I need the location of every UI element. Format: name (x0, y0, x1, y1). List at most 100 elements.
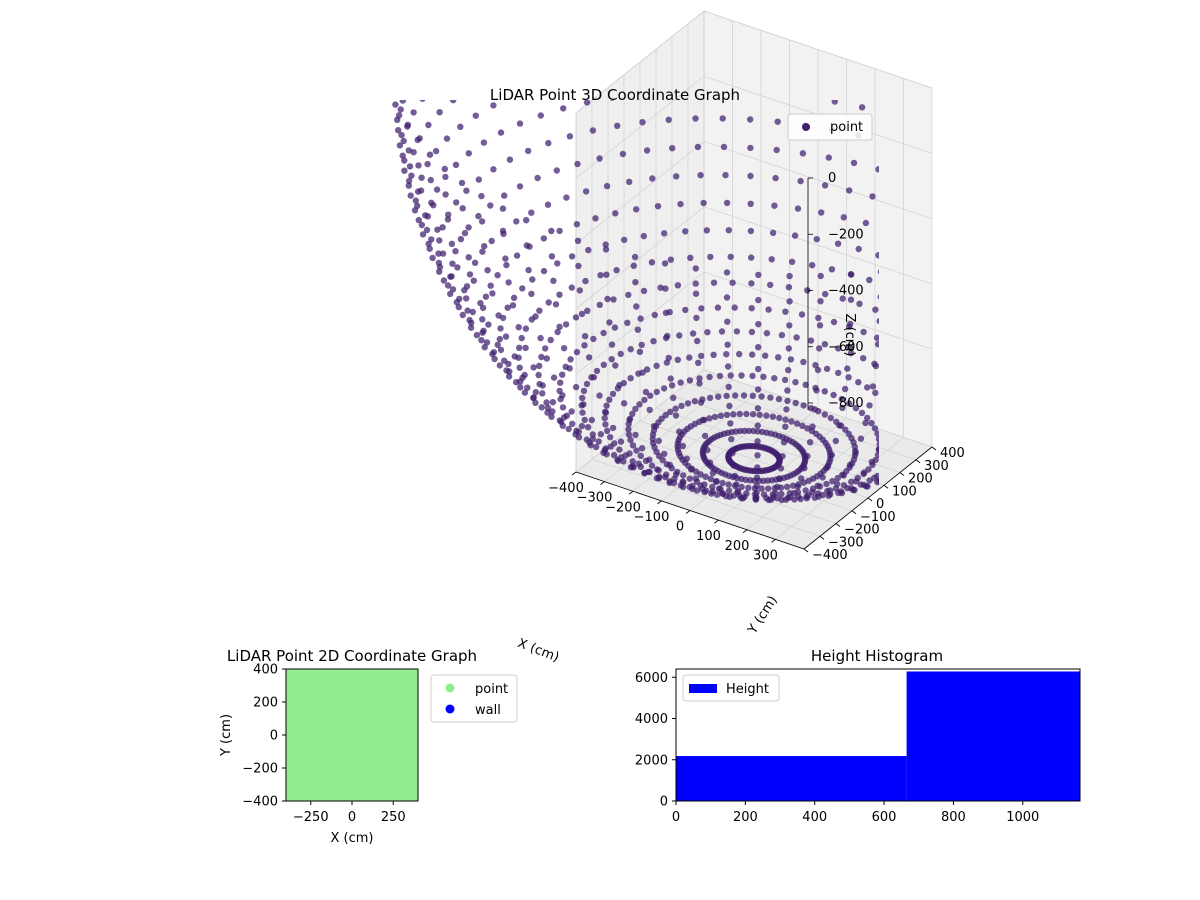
data-point (800, 358, 807, 366)
data-point (778, 331, 786, 339)
data-point (738, 372, 745, 379)
data-point (399, 100, 406, 104)
data-point (613, 267, 620, 274)
data-point (499, 38, 505, 44)
data-point (679, 478, 686, 485)
data-point (583, 380, 591, 388)
data-point (868, 419, 875, 427)
grid-line (575, 141, 705, 244)
data-point (442, 191, 449, 198)
data-point (745, 484, 752, 491)
data-point (753, 489, 760, 496)
grid-line (575, 271, 705, 375)
data-point (424, 160, 431, 168)
histogram-legend: Height (682, 674, 780, 702)
data-point (952, 347, 958, 353)
data-point (696, 380, 703, 387)
data-point (718, 328, 726, 335)
data-point (1076, 275, 1082, 281)
data-point (686, 377, 694, 384)
data-point (610, 100, 615, 101)
data-point (581, 333, 589, 340)
histogram-bar (906, 671, 1080, 801)
data-point (686, 475, 693, 482)
data-point (938, 386, 944, 392)
data-point (755, 344, 762, 351)
data-point (869, 383, 877, 390)
data-point (545, 139, 552, 147)
data-point (632, 405, 639, 413)
data-point (667, 256, 674, 263)
data-point (845, 343, 853, 351)
data-point (960, 278, 966, 284)
data-point (874, 430, 879, 437)
data-point (550, 277, 557, 284)
data-point (548, 227, 555, 235)
data-point (447, 273, 454, 280)
data-point (778, 490, 785, 498)
data-point (794, 205, 802, 212)
data-point (578, 422, 586, 430)
data-point (542, 345, 549, 352)
data-point (1052, 297, 1058, 303)
y-tick-mark (819, 535, 825, 540)
data-point (821, 411, 828, 418)
data-point (754, 452, 761, 459)
data-point (947, 368, 953, 374)
data-point (747, 172, 754, 180)
chart-2d-ticks: −250 0 250 −400 −200 0 200 400 (242, 663, 405, 826)
data-point (714, 304, 722, 311)
y-tick-label: 200 (908, 472, 933, 487)
data-point (1065, 275, 1071, 281)
data-point (848, 478, 855, 485)
data-point (638, 445, 646, 452)
data-point (773, 146, 780, 154)
data-point (624, 319, 631, 326)
data-point (723, 269, 731, 276)
data-point (519, 2, 525, 8)
data-point (405, 182, 412, 189)
data-point (496, 335, 503, 343)
data-point (942, 394, 948, 400)
data-point (953, 324, 959, 330)
data-point (960, 424, 966, 430)
data-point (612, 362, 619, 369)
data-point (617, 350, 624, 358)
data-point (852, 404, 860, 412)
data-point (502, 255, 509, 262)
data-point (680, 472, 687, 479)
data-point (638, 341, 645, 349)
data-point (425, 121, 432, 129)
data-point (811, 406, 818, 413)
data-point (523, 242, 530, 249)
data-point (499, 205, 507, 212)
data-point (585, 246, 592, 254)
data-point (911, 463, 917, 469)
data-point (602, 409, 610, 416)
data-point (785, 284, 793, 291)
data-point (1078, 216, 1084, 222)
data-point (640, 287, 648, 295)
y-tick-label: 6000 (635, 671, 668, 686)
histogram-title: Height Histogram (811, 647, 943, 665)
y-tick-label: −100 (860, 510, 896, 525)
data-point (569, 420, 576, 427)
data-point (674, 282, 682, 289)
data-point (455, 303, 462, 311)
data-point (1061, 253, 1067, 259)
data-point (956, 438, 962, 444)
data-point (627, 6, 633, 12)
data-point (480, 139, 488, 146)
data-point (639, 369, 646, 376)
data-point (723, 199, 731, 207)
data-point (418, 174, 425, 181)
data-point (754, 464, 761, 471)
data-point (698, 352, 705, 360)
data-point (798, 311, 806, 318)
data-point (592, 215, 599, 222)
data-point (701, 432, 709, 440)
data-point (785, 366, 792, 374)
data-point (1096, 99, 1102, 105)
data-point (1080, 135, 1086, 141)
